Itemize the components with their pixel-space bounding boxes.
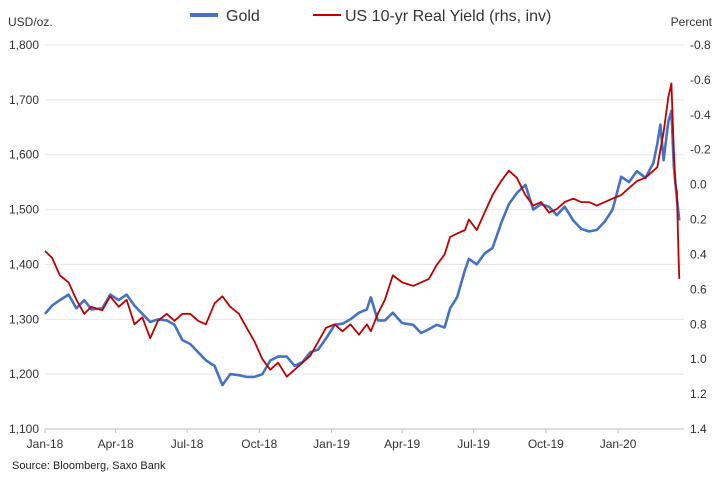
source-note: Source: Bloomberg, Saxo Bank	[12, 460, 166, 472]
x-tick-label: Oct-19	[528, 437, 564, 451]
right-tick-label: 0.8	[690, 317, 707, 331]
legend: Gold US 10-yr Real Yield (rhs, inv)	[190, 8, 551, 25]
left-axis-label: USD/oz.	[8, 15, 53, 29]
gridlines	[45, 44, 684, 430]
right-tick-label: 0.4	[690, 247, 707, 261]
x-tick-label: Jul-18	[171, 437, 204, 451]
left-tick-label: 1,500	[9, 203, 39, 217]
left-tick-label: 1,300	[9, 312, 39, 326]
x-tick-label: Jul-19	[457, 437, 490, 451]
real-yield-series-line	[44, 82, 681, 378]
right-axis-label: Percent	[671, 15, 713, 29]
left-tick-label: 1,400	[9, 257, 39, 271]
series-lines	[44, 82, 681, 387]
left-tick-label: 1,800	[9, 38, 39, 52]
right-tick-label: -0.2	[690, 143, 711, 157]
x-tick-label: Apr-18	[98, 437, 134, 451]
left-axis-ticks: 1,100 1,200 1,300 1,400 1,500 1,600 1,700 1,800	[9, 38, 39, 436]
left-tick-label: 1,100	[9, 422, 39, 436]
right-tick-label: -0.4	[690, 108, 711, 122]
right-tick-label: 0.2	[690, 213, 707, 227]
right-tick-label: -0.8	[690, 38, 711, 52]
gold-series-line	[44, 109, 681, 387]
legend-yield-label: US 10-yr Real Yield (rhs, inv)	[345, 8, 551, 25]
x-axis-ticks: Jan-18 Apr-18 Jul-18 Oct-18 Jan-19 Apr-19 Jul-…	[27, 429, 637, 451]
right-tick-label: 1.2	[690, 387, 707, 401]
x-tick-label: Jan-18	[27, 437, 64, 451]
right-tick-label: 1.0	[690, 352, 707, 366]
right-tick-label: 0.6	[690, 282, 707, 296]
right-tick-label: 0.0	[690, 178, 707, 192]
right-axis-ticks: -0.8 -0.6 -0.4 -0.2 0.0 0.2 0.4 0.6 0.8 1.0 1.2 1.4	[690, 38, 711, 436]
right-tick-label: -0.6	[690, 73, 711, 87]
left-tick-label: 1,600	[9, 148, 39, 162]
x-tick-label: Apr-19	[384, 437, 420, 451]
right-tick-label: 1.4	[690, 422, 707, 436]
legend-gold-label: Gold	[226, 8, 260, 25]
left-tick-label: 1,700	[9, 93, 39, 107]
x-tick-label: Jan-19	[313, 437, 350, 451]
x-tick-label: Jan-20	[600, 437, 637, 451]
left-tick-label: 1,200	[9, 367, 39, 381]
x-tick-label: Oct-18	[241, 437, 277, 451]
